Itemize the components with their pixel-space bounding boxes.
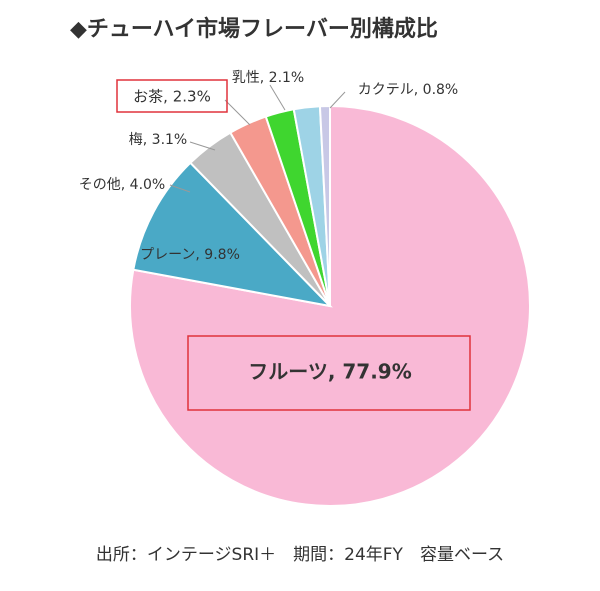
data-label: 乳性, 2.1%	[232, 70, 304, 86]
leader-line	[329, 91, 346, 109]
data-label: フルーツ, 77.9%	[248, 360, 412, 384]
data-label: プレーン, 9.8%	[140, 247, 240, 263]
data-label: お茶, 2.3%	[133, 88, 211, 106]
pie-slice	[132, 161, 333, 308]
leader-line	[169, 184, 191, 193]
data-label: 梅, 3.1%	[129, 132, 187, 148]
leader-line	[224, 99, 251, 126]
leader-line	[269, 84, 286, 111]
pie-slice	[318, 104, 331, 307]
labels: フルーツ, 77.9% プレーン, 9.8% その他, 4.0% 梅, 3.1% お茶,…	[79, 70, 458, 384]
leader-lines	[169, 84, 346, 193]
chart-title: ◆チューハイ市場フレーバー別構成比	[70, 16, 438, 42]
leader-line	[189, 141, 216, 151]
highlight-box	[116, 79, 228, 113]
source-note: 出所：インテージSRI＋ 期間：24年FY 容量ベース	[96, 545, 504, 565]
data-label: その他, 4.0%	[79, 177, 165, 193]
pie	[129, 104, 531, 507]
data-label: カクテル, 0.8%	[358, 82, 458, 98]
highlight-box	[187, 335, 471, 411]
